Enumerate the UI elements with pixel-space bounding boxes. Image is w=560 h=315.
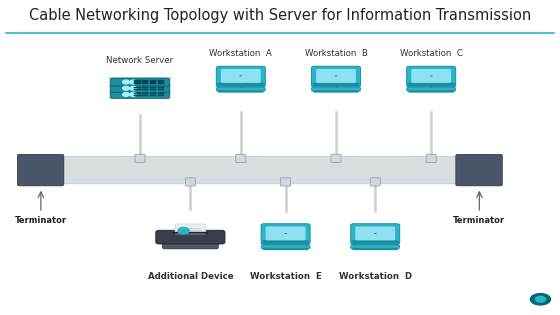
FancyBboxPatch shape <box>408 90 454 93</box>
Circle shape <box>178 227 189 234</box>
FancyBboxPatch shape <box>236 154 246 163</box>
FancyBboxPatch shape <box>150 89 156 90</box>
Text: Terminator: Terminator <box>15 216 67 225</box>
FancyBboxPatch shape <box>156 230 225 244</box>
Polygon shape <box>237 72 244 79</box>
FancyBboxPatch shape <box>411 69 451 83</box>
Text: Additional Device: Additional Device <box>148 272 233 282</box>
FancyBboxPatch shape <box>158 89 164 90</box>
FancyBboxPatch shape <box>134 80 141 82</box>
Circle shape <box>130 93 137 96</box>
FancyBboxPatch shape <box>110 84 170 92</box>
Circle shape <box>130 80 137 84</box>
FancyBboxPatch shape <box>134 87 141 88</box>
FancyBboxPatch shape <box>261 224 310 244</box>
Text: Cable Networking Topology with Server for Information Transmission: Cable Networking Topology with Server fo… <box>29 8 531 23</box>
Polygon shape <box>282 230 289 237</box>
FancyBboxPatch shape <box>370 178 380 186</box>
FancyBboxPatch shape <box>175 224 206 234</box>
FancyBboxPatch shape <box>110 90 170 99</box>
Circle shape <box>123 86 129 90</box>
FancyBboxPatch shape <box>351 224 400 244</box>
FancyBboxPatch shape <box>142 80 148 82</box>
FancyBboxPatch shape <box>263 248 309 250</box>
FancyBboxPatch shape <box>316 69 356 83</box>
Circle shape <box>130 86 137 90</box>
FancyBboxPatch shape <box>311 87 361 91</box>
FancyBboxPatch shape <box>142 82 148 83</box>
FancyBboxPatch shape <box>158 93 164 94</box>
FancyBboxPatch shape <box>150 82 156 83</box>
FancyBboxPatch shape <box>158 87 164 88</box>
Text: Workstation  D: Workstation D <box>339 272 412 282</box>
FancyBboxPatch shape <box>311 66 361 87</box>
FancyBboxPatch shape <box>312 83 360 86</box>
FancyBboxPatch shape <box>150 87 156 88</box>
FancyBboxPatch shape <box>355 226 395 240</box>
Circle shape <box>123 80 129 84</box>
Circle shape <box>123 93 129 96</box>
Text: Workstation  B: Workstation B <box>305 49 367 58</box>
FancyBboxPatch shape <box>262 240 309 244</box>
FancyBboxPatch shape <box>331 154 341 163</box>
Text: Workstation  E: Workstation E <box>250 272 321 282</box>
FancyBboxPatch shape <box>456 154 502 186</box>
FancyBboxPatch shape <box>142 87 148 88</box>
FancyBboxPatch shape <box>134 93 141 94</box>
FancyBboxPatch shape <box>172 232 208 234</box>
FancyBboxPatch shape <box>407 66 456 87</box>
FancyBboxPatch shape <box>158 80 164 82</box>
FancyBboxPatch shape <box>47 156 485 184</box>
FancyBboxPatch shape <box>313 90 359 93</box>
Polygon shape <box>333 72 339 79</box>
FancyBboxPatch shape <box>185 178 195 186</box>
FancyBboxPatch shape <box>150 80 156 82</box>
FancyBboxPatch shape <box>135 154 145 163</box>
Text: Workstation  A: Workstation A <box>209 49 272 58</box>
FancyBboxPatch shape <box>216 66 265 87</box>
Circle shape <box>530 294 550 305</box>
FancyBboxPatch shape <box>216 87 265 91</box>
FancyBboxPatch shape <box>158 95 164 96</box>
FancyBboxPatch shape <box>217 83 264 86</box>
FancyBboxPatch shape <box>221 69 261 83</box>
FancyBboxPatch shape <box>218 90 264 93</box>
FancyBboxPatch shape <box>150 95 156 96</box>
FancyBboxPatch shape <box>142 95 148 96</box>
FancyBboxPatch shape <box>407 87 456 91</box>
FancyBboxPatch shape <box>352 248 398 250</box>
FancyBboxPatch shape <box>150 93 156 94</box>
FancyBboxPatch shape <box>351 245 400 249</box>
FancyBboxPatch shape <box>134 82 141 83</box>
Text: Network Server: Network Server <box>106 55 174 65</box>
FancyBboxPatch shape <box>134 95 141 96</box>
FancyBboxPatch shape <box>142 89 148 90</box>
Text: Workstation  C: Workstation C <box>400 49 463 58</box>
FancyBboxPatch shape <box>134 89 141 90</box>
FancyBboxPatch shape <box>110 78 170 86</box>
FancyBboxPatch shape <box>261 245 310 249</box>
FancyBboxPatch shape <box>162 238 218 249</box>
FancyBboxPatch shape <box>142 93 148 94</box>
Polygon shape <box>428 72 435 79</box>
FancyBboxPatch shape <box>408 83 455 86</box>
FancyBboxPatch shape <box>265 226 306 240</box>
Text: Terminator: Terminator <box>453 216 506 225</box>
FancyBboxPatch shape <box>352 240 399 244</box>
Polygon shape <box>372 230 379 237</box>
FancyBboxPatch shape <box>426 154 436 163</box>
FancyBboxPatch shape <box>158 82 164 83</box>
Circle shape <box>535 296 545 302</box>
FancyBboxPatch shape <box>17 154 64 186</box>
FancyBboxPatch shape <box>281 178 291 186</box>
